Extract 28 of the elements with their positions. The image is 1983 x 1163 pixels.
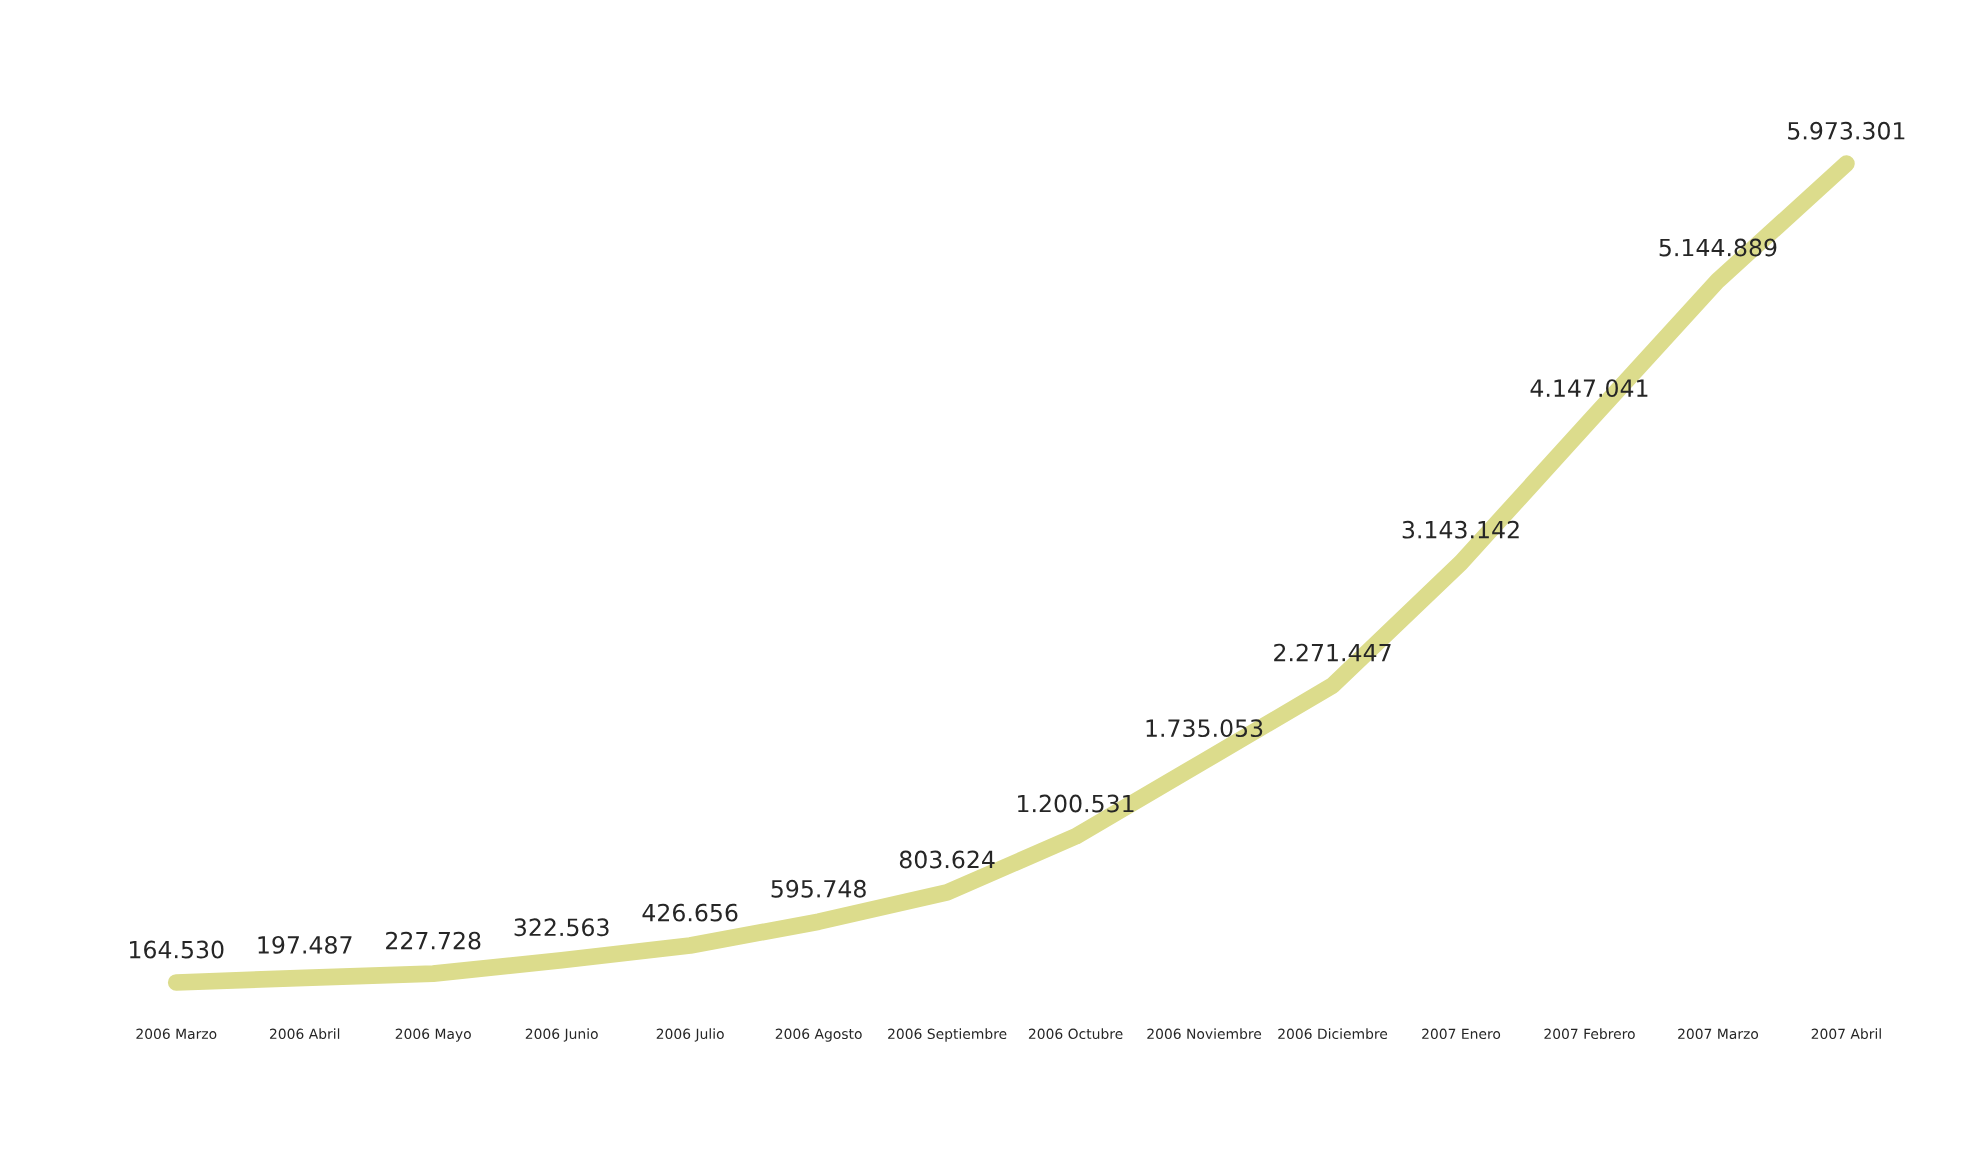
data-label: 426.656	[642, 903, 738, 922]
data-label: 322.563	[514, 918, 609, 937]
data-label: 1.200.531	[1018, 794, 1134, 813]
data-label: 5.973.301	[1788, 121, 1905, 140]
x-tick-label: 2006 Noviembre	[1147, 1028, 1262, 1040]
x-tick-label: 2007 Febrero	[1544, 1028, 1635, 1040]
data-label: 4.147.041	[1530, 379, 1648, 398]
x-tick-label: 2006 Abril	[269, 1028, 340, 1040]
x-tick-label: 2006 Marzo	[136, 1028, 217, 1040]
x-tick-label: 2007 Marzo	[1678, 1028, 1759, 1040]
x-tick-label: 2006 Junio	[525, 1028, 598, 1042]
data-label: 5.144.889	[1659, 238, 1777, 257]
x-tick-label: 2006 Septiembre	[888, 1028, 1007, 1042]
data-label: 197.487	[258, 935, 352, 954]
x-tick-label: 2006 Octubre	[1028, 1028, 1123, 1040]
x-tick-label: 2006 Agosto	[775, 1028, 862, 1042]
data-label: 227.728	[386, 931, 481, 950]
data-label: 803.624	[899, 850, 995, 869]
data-label: 595.748	[771, 879, 866, 898]
data-label: 3.143.142	[1402, 520, 1519, 539]
data-label: 164.530	[130, 940, 224, 959]
x-tick-label: 2007 Enero	[1422, 1028, 1501, 1040]
x-tick-label: 2006 Mayo	[395, 1028, 471, 1042]
x-tick-label: 2006 Julio	[656, 1028, 724, 1042]
x-tick-label: 2007 Abril	[1811, 1028, 1881, 1040]
data-label: 1.735.053	[1146, 719, 1263, 738]
data-label: 2.271.447	[1274, 643, 1391, 662]
x-tick-label: 2006 Diciembre	[1278, 1028, 1388, 1040]
